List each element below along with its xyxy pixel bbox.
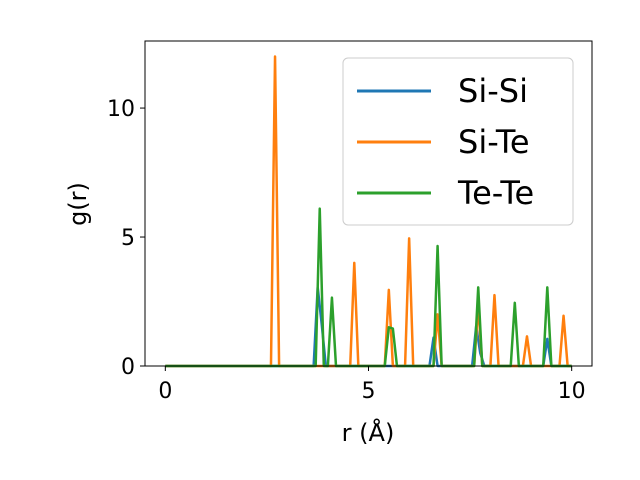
legend: Si-Si Si-Te Te-Te (342, 57, 574, 226)
legend-frame (342, 57, 574, 226)
legend-items: Si-Si Si-Te Te-Te (357, 72, 534, 212)
ticks-layer: 0 5 10 0 5 10 (107, 97, 586, 404)
legend-label-te-te: Te-Te (457, 174, 534, 212)
series-line-si-te (165, 55, 572, 368)
series-line-te-te (165, 207, 572, 368)
y-tick-label: 5 (121, 226, 135, 251)
x-tick-label: 0 (158, 379, 172, 404)
y-tick-label: 10 (107, 97, 135, 122)
x-axis-label: r (Å) (342, 418, 395, 447)
legend-label-si-si: Si-Si (458, 72, 528, 110)
legend-label-si-te: Si-Te (458, 123, 530, 161)
y-axis-label: g(r) (64, 182, 92, 226)
x-tick-label: 5 (362, 379, 376, 404)
y-tick-label: 0 (121, 355, 135, 380)
x-tick-label: 10 (558, 379, 586, 404)
